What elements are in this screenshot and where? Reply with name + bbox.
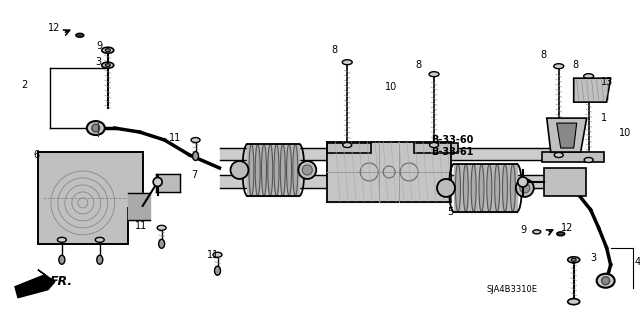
Text: 12: 12 [47, 23, 60, 33]
Ellipse shape [97, 255, 103, 264]
Ellipse shape [342, 60, 352, 65]
Ellipse shape [287, 144, 292, 196]
Ellipse shape [105, 49, 110, 52]
Ellipse shape [255, 144, 260, 196]
Ellipse shape [602, 277, 610, 285]
Text: 2: 2 [22, 80, 28, 90]
Polygon shape [38, 152, 143, 244]
Ellipse shape [105, 64, 110, 67]
Ellipse shape [487, 164, 492, 212]
Text: 9: 9 [521, 225, 527, 235]
Text: 3: 3 [591, 253, 596, 263]
Ellipse shape [343, 143, 352, 147]
Text: 1: 1 [601, 113, 607, 123]
Ellipse shape [456, 164, 460, 212]
Polygon shape [220, 175, 579, 188]
Ellipse shape [213, 252, 222, 257]
Ellipse shape [58, 237, 67, 242]
Ellipse shape [572, 258, 576, 261]
Ellipse shape [584, 158, 593, 162]
Ellipse shape [554, 64, 564, 69]
Ellipse shape [230, 161, 248, 179]
Ellipse shape [87, 121, 105, 135]
Text: 11: 11 [136, 221, 148, 231]
Text: 12: 12 [561, 223, 573, 233]
Ellipse shape [298, 161, 316, 179]
Ellipse shape [193, 152, 198, 160]
Text: 8: 8 [541, 50, 547, 60]
Ellipse shape [280, 144, 285, 196]
Text: 4: 4 [635, 257, 640, 267]
Ellipse shape [191, 137, 200, 143]
Text: 8: 8 [415, 60, 421, 70]
Ellipse shape [516, 179, 534, 197]
Polygon shape [248, 144, 300, 196]
Ellipse shape [102, 62, 114, 68]
Ellipse shape [568, 257, 580, 263]
Ellipse shape [59, 255, 65, 264]
Text: 3: 3 [96, 57, 102, 67]
Text: 5: 5 [447, 207, 453, 217]
Text: 10: 10 [385, 82, 397, 92]
Ellipse shape [249, 144, 254, 196]
Ellipse shape [554, 152, 563, 158]
Ellipse shape [471, 164, 476, 212]
Bar [544, 168, 586, 196]
Ellipse shape [76, 33, 84, 37]
Polygon shape [156, 174, 180, 192]
Polygon shape [220, 148, 579, 160]
Ellipse shape [274, 144, 279, 196]
Polygon shape [547, 118, 587, 152]
Ellipse shape [214, 266, 221, 275]
Ellipse shape [429, 72, 439, 77]
Ellipse shape [153, 177, 162, 186]
Ellipse shape [584, 74, 594, 79]
Ellipse shape [568, 299, 580, 305]
Text: FR.: FR. [50, 275, 73, 288]
Ellipse shape [502, 164, 508, 212]
Text: 13: 13 [601, 77, 613, 87]
Ellipse shape [596, 274, 614, 288]
Ellipse shape [293, 144, 298, 196]
Bar [542, 152, 604, 162]
Ellipse shape [92, 124, 100, 132]
Text: 8: 8 [573, 60, 579, 70]
Ellipse shape [518, 177, 528, 187]
Ellipse shape [557, 232, 564, 236]
Text: 7: 7 [191, 170, 198, 180]
Polygon shape [454, 164, 517, 212]
Ellipse shape [495, 164, 500, 212]
Polygon shape [128, 193, 150, 220]
Text: 11: 11 [170, 133, 182, 143]
Ellipse shape [510, 164, 515, 212]
Text: 6: 6 [34, 150, 40, 160]
Ellipse shape [95, 237, 104, 242]
Bar [327, 143, 371, 153]
Polygon shape [573, 78, 611, 102]
Ellipse shape [157, 225, 166, 230]
Text: SJA4B3310E: SJA4B3310E [487, 285, 538, 294]
Ellipse shape [463, 164, 468, 212]
Ellipse shape [159, 239, 164, 248]
Ellipse shape [532, 230, 541, 234]
Bar [414, 143, 458, 153]
Ellipse shape [268, 144, 273, 196]
Ellipse shape [479, 164, 484, 212]
Text: 9: 9 [97, 41, 103, 51]
Ellipse shape [520, 183, 530, 193]
Ellipse shape [302, 165, 312, 175]
Text: 10: 10 [619, 128, 631, 138]
Text: 11: 11 [207, 250, 219, 260]
Ellipse shape [429, 143, 438, 147]
Text: B-33-60
B-33-61: B-33-60 B-33-61 [431, 135, 474, 157]
Text: 8: 8 [331, 45, 337, 55]
Ellipse shape [262, 144, 266, 196]
Polygon shape [327, 142, 451, 202]
Polygon shape [557, 123, 577, 148]
Ellipse shape [102, 47, 114, 53]
Polygon shape [15, 270, 55, 298]
Ellipse shape [437, 179, 455, 197]
